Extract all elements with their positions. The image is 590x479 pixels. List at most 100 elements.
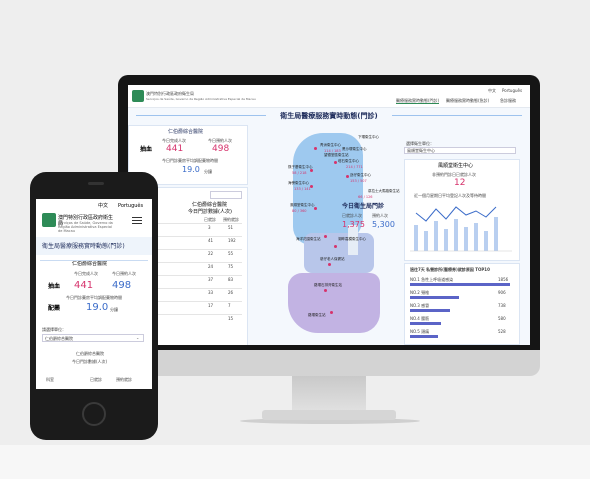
- table-cell: 55: [228, 251, 234, 256]
- top10-label: NO.2 頸椎: [410, 290, 430, 295]
- table-cell: 22: [208, 251, 214, 256]
- top10-value: 580: [498, 316, 506, 321]
- top10-value: 906: [498, 290, 506, 295]
- monitor-screen: 澳門特別行政區政府衛生局 Serviços de Saúde, Governo …: [128, 85, 530, 345]
- map-pin-icon[interactable]: [330, 311, 333, 314]
- table-cell: 37: [208, 277, 214, 282]
- right-unit-select[interactable]: 風順堂衛生中心: [404, 147, 516, 154]
- today-c1: 已就診人次: [342, 213, 362, 218]
- table-cell: 41: [208, 238, 214, 243]
- phone-wait-unit: 分鐘: [110, 307, 118, 312]
- map-label: 慕拉士大馬路衛生站: [368, 189, 400, 193]
- right-appt-label: 非預約門診日已就診人次: [432, 172, 476, 177]
- phone-speaker: [88, 182, 104, 185]
- map-label: 路環石排灣衛生站: [314, 283, 342, 287]
- map-label: 風順堂衛生中心: [290, 203, 315, 207]
- tab-emergency-service[interactable]: 急診服務: [500, 98, 516, 103]
- map-value: 114 / 183: [324, 149, 341, 153]
- monitor-stand-base: [262, 410, 396, 420]
- map-label: 下環衛生中心: [358, 135, 379, 139]
- map-value: 214 / 771: [346, 165, 363, 169]
- menu-icon[interactable]: [132, 215, 142, 226]
- monitor-chin: [118, 350, 540, 376]
- left-table-header-booked: 預約就診: [223, 217, 239, 222]
- map-pin-icon[interactable]: [334, 245, 337, 248]
- table-cell: 7: [228, 303, 231, 308]
- map-value: 153 / 507: [350, 179, 367, 183]
- org-subtitle: Serviços de Saúde, Governo da Região Adm…: [146, 97, 256, 101]
- chevron-down-icon: ⌄: [136, 335, 140, 340]
- floor: [0, 445, 590, 479]
- map-pin-icon[interactable]: [324, 235, 327, 238]
- phone-org-sub: Serviços de Saúde, Governo da Região Adm…: [58, 221, 113, 233]
- phone-lang-zh[interactable]: 中文: [98, 203, 109, 209]
- map-value: 133 / 141: [294, 187, 311, 191]
- table-row: [132, 275, 242, 276]
- map-label: 氹仔衛生中心: [350, 173, 371, 177]
- table-cell: 75: [228, 264, 234, 269]
- tab-emergency[interactable]: 醫療服務實時動態(急診): [446, 98, 490, 103]
- table-row: [132, 301, 242, 302]
- map-pin-icon[interactable]: [310, 169, 313, 172]
- table-row: [132, 249, 242, 250]
- map-label: 望德堂區衛生站: [324, 153, 349, 157]
- top10-bar: [410, 322, 441, 325]
- table-row: [132, 223, 242, 224]
- map-label: 海傍衛生中心: [288, 181, 309, 185]
- map-pin-icon[interactable]: [346, 175, 349, 178]
- top10-value: 528: [498, 329, 506, 334]
- map-pin-icon[interactable]: [328, 263, 331, 266]
- map-pin-icon[interactable]: [324, 289, 327, 292]
- phone-page-title: 衛生局醫療服務實時動態(門診): [42, 243, 125, 250]
- top10-label: NO.5 頭痛: [410, 329, 430, 334]
- left-wait-value: 19.0: [182, 165, 200, 174]
- map-pin-icon[interactable]: [310, 185, 313, 188]
- map-pin-icon[interactable]: [334, 161, 337, 164]
- table-row: [132, 288, 242, 289]
- phone-home-button[interactable]: [82, 402, 106, 426]
- map-label: 慈仔老人保健站: [320, 257, 345, 261]
- map-pin-icon[interactable]: [314, 207, 317, 210]
- phone-booked-value: 498: [112, 280, 132, 291]
- left-center-name: 仁伯爵綜合醫院: [168, 129, 204, 135]
- phone-row2-label: 配藥: [48, 305, 61, 312]
- top10-label: NO.4 腰筋: [410, 316, 430, 321]
- top10-bar: [410, 335, 438, 338]
- table-row: [132, 236, 242, 237]
- today-title: 今日衛生局門診: [342, 203, 385, 210]
- map-value: 66 / 126: [358, 195, 373, 199]
- phone-col1: 今日完成人次: [74, 271, 98, 276]
- title-rule-right: [392, 115, 522, 116]
- lang-zh-link[interactable]: 中文: [488, 88, 496, 93]
- lang-pt-link[interactable]: Português: [502, 88, 523, 93]
- map-pin-icon[interactable]: [314, 147, 317, 150]
- phone-title-bar: [36, 237, 152, 255]
- top10-value: 738: [498, 303, 506, 308]
- left-unit-select[interactable]: [210, 191, 242, 199]
- top10-label: NO.1 急性上呼吸道感染: [410, 277, 454, 282]
- table-cell: 51: [228, 225, 234, 230]
- top10-value: 1856: [498, 277, 509, 282]
- map-label: 路環衛生站: [308, 313, 326, 317]
- phone-table-title: 仁伯爵綜合醫院: [76, 351, 104, 356]
- phone-lang-pt[interactable]: Português: [118, 203, 144, 209]
- right-chart-title: 近一個月星期日平均登記人次及等待時間: [414, 193, 486, 198]
- top10-panel: [404, 263, 520, 345]
- top10-bar: [410, 283, 510, 286]
- left-row-label: 抽血: [140, 146, 153, 153]
- top10-bar: [410, 309, 450, 312]
- table-cell: 3: [208, 225, 211, 230]
- table-cell: 83: [228, 277, 234, 282]
- map-label: 湖畔嘉模衛生中心: [338, 237, 366, 241]
- tab-outpatient[interactable]: 醫療服務實時動態(門診): [396, 98, 440, 104]
- top10-bar: [410, 296, 459, 299]
- monitor-stand-neck: [292, 376, 366, 412]
- left-booked-value: 498: [212, 144, 230, 154]
- map-label: 筷子基衛生中心: [288, 165, 313, 169]
- table-row: [132, 262, 242, 263]
- coloane-map: [288, 273, 380, 333]
- phone-rule: [40, 260, 148, 261]
- phone-unit-select[interactable]: 仁伯爵綜合醫院: [42, 334, 144, 342]
- left-table-title: 仁伯爵綜合醫院: [192, 202, 228, 208]
